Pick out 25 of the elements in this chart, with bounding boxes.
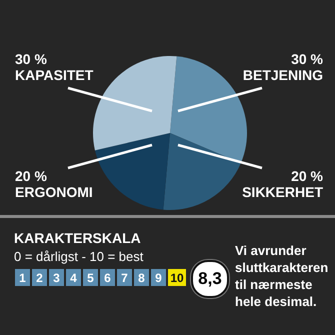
text: 2 xyxy=(32,269,47,286)
data-label: 30 % xyxy=(291,51,324,67)
text: 3 xyxy=(49,269,64,286)
text: 0 = dårligst - 10 = best xyxy=(14,249,144,264)
text: 7 xyxy=(117,269,132,286)
text: 1 xyxy=(15,269,30,286)
text: 8 xyxy=(134,269,149,286)
slice-label: SIKKERHET xyxy=(242,184,324,200)
text: 8,3 xyxy=(191,260,229,298)
text: 5 xyxy=(83,269,98,286)
text: 4 xyxy=(66,269,81,286)
data-label: 20 % xyxy=(15,168,48,184)
slice-label: BETJENING xyxy=(242,67,324,83)
slice-label: ERGONOMI xyxy=(15,184,93,200)
text: Vi avrunder sluttkarakteren til nærmeste hele desimal. xyxy=(235,242,330,310)
pie-slice xyxy=(163,133,241,210)
text: 6 xyxy=(100,269,115,286)
pie-slice xyxy=(93,56,177,150)
text: 9 xyxy=(151,269,166,286)
slice-label: KAPASITET xyxy=(15,67,94,83)
data-label: 30 % xyxy=(15,51,48,67)
data-label: 20 % xyxy=(291,168,324,184)
pie-slice xyxy=(94,133,170,210)
text: KARAKTERSKALA xyxy=(14,230,141,246)
text: 10 xyxy=(168,269,186,286)
